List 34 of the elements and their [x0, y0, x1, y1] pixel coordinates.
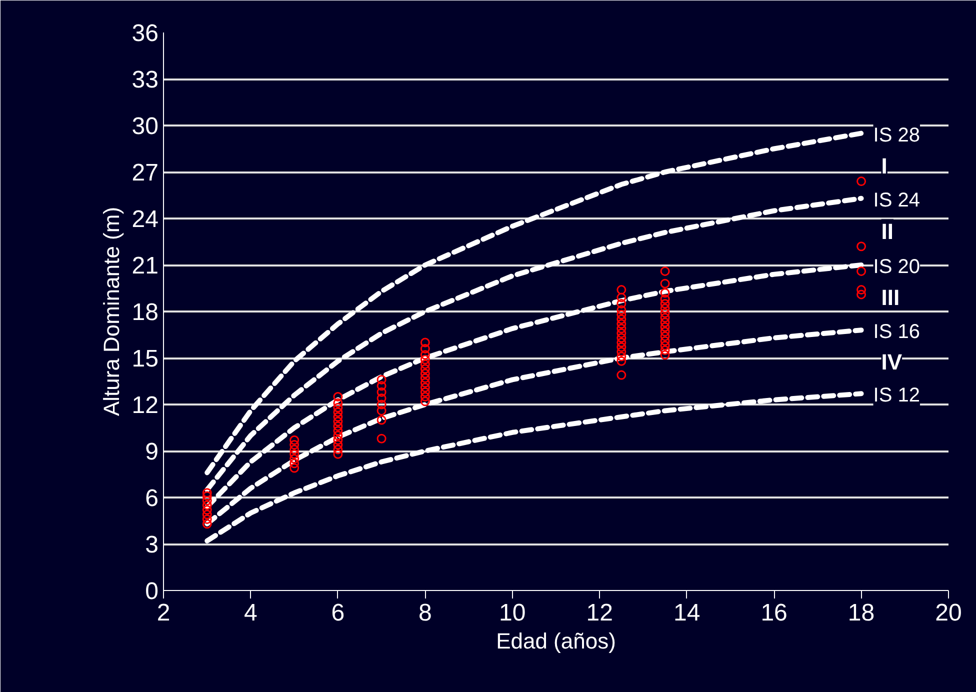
y-tick-label: 33: [132, 66, 159, 94]
y-tick-label: 18: [132, 299, 159, 326]
x-tick-label: 14: [673, 600, 700, 626]
x-tick-label: 18: [848, 600, 875, 626]
y-tick-label: 24: [132, 206, 159, 233]
y-axis-title: Altura Dominante (m): [98, 206, 124, 416]
x-tick-label: 4: [244, 600, 258, 626]
annotation: I: [881, 153, 888, 178]
y-tick-label: 15: [132, 346, 159, 372]
y-tick-label: 36: [132, 20, 159, 47]
y-tick-label: 30: [132, 113, 159, 140]
series-label: IS 24: [873, 189, 920, 212]
x-tick-label: 10: [499, 600, 526, 626]
annotation: II: [881, 219, 894, 244]
y-tick-label: 12: [132, 392, 159, 419]
y-tick-label: 21: [132, 252, 159, 280]
x-tick-label: 6: [331, 600, 345, 626]
series-label: IS 16: [873, 321, 920, 344]
series-label: IS 20: [873, 256, 920, 278]
x-tick-label: 2: [156, 600, 170, 626]
y-tick-label: 27: [132, 160, 159, 186]
annotation: III: [881, 285, 900, 310]
y-tick-label: 9: [145, 438, 159, 466]
y-tick-label: 6: [145, 485, 159, 512]
x-tick-label: 20: [935, 600, 962, 626]
series-label: IS 28: [873, 124, 920, 146]
series-label: IS 12: [873, 384, 920, 407]
y-tick-label: 0: [145, 578, 159, 605]
x-tick-label: 8: [418, 600, 432, 626]
x-tick-label: 12: [586, 600, 613, 626]
x-axis-title: Edad (años): [496, 628, 616, 654]
x-tick-label: 16: [760, 600, 788, 626]
y-tick-label: 3: [145, 532, 159, 558]
annotation: IV: [881, 349, 902, 374]
